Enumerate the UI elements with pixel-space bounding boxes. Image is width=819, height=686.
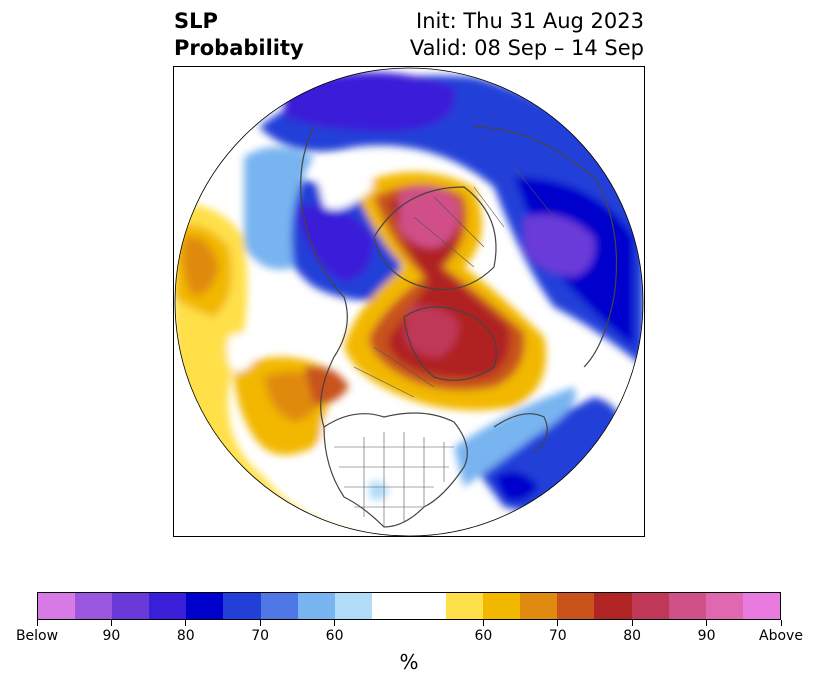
colorbar-tick-label: Below (15, 628, 59, 644)
neutral-arctic-ring (314, 160, 374, 210)
above-core-pacific (182, 236, 219, 297)
map-boundary (174, 67, 644, 536)
colorbar-cell (297, 593, 335, 619)
colorbar-tick (557, 620, 559, 626)
above-core-siberia (399, 186, 460, 248)
colorbar-cell (112, 593, 150, 619)
colorbar-cell (668, 593, 706, 619)
colorbar-cell (483, 593, 521, 619)
colorbar-tick-label: 80 (623, 628, 642, 644)
valid-range: Valid: 08 Sep – 14 Sep (409, 36, 644, 60)
colorbar-tick (482, 620, 484, 626)
colorbar-tick-label: 70 (548, 628, 567, 644)
below-rim-atlantic (454, 387, 576, 487)
colorbar-cell (742, 593, 780, 619)
admin-borders (334, 166, 555, 527)
coastlines (300, 126, 618, 528)
below-core-atlantic (494, 471, 539, 502)
colorbar-tick-label: 80 (176, 628, 195, 644)
colorbar-tick-label: Above (759, 628, 803, 644)
below-core-bering (294, 205, 374, 282)
colorbar-cell (408, 593, 447, 619)
below-core-west-russia (524, 214, 595, 277)
title-quantity: Probability (174, 36, 304, 60)
above-core-greenland (404, 306, 459, 357)
colorbar-tick-label: 60 (325, 628, 344, 644)
polar-map (174, 67, 644, 536)
colorbar-tick-label: 90 (697, 628, 716, 644)
title-variable: SLP (174, 9, 218, 33)
colorbar-cell (631, 593, 669, 619)
colorbar-cell (705, 593, 743, 619)
below-region-russia (259, 75, 643, 367)
colorbar-cell (186, 593, 224, 619)
colorbar-tick-label: 60 (474, 628, 493, 644)
neutral-pacific (227, 333, 259, 372)
colorbar-cell (260, 593, 298, 619)
init-date: Init: Thu 31 Aug 2023 (416, 9, 644, 33)
colorbar-tick-label: 70 (251, 628, 270, 644)
colorbar-cell (371, 593, 409, 619)
colorbar-cell (223, 593, 261, 619)
colorbar-tick (706, 620, 708, 626)
colorbar-cell (594, 593, 632, 619)
colorbar-cell (75, 593, 113, 619)
colorbar-unit-label: % (399, 650, 419, 674)
colorbar-cell (149, 593, 187, 619)
forecast-dates: Init: Thu 31 Aug 2023 Valid: 08 Sep – 14… (410, 8, 644, 62)
colorbar-cell (520, 593, 558, 619)
colorbar-tick (110, 620, 112, 626)
colorbar-cell (334, 593, 372, 619)
colorbar-tick (631, 620, 633, 626)
colorbar-tick (334, 620, 336, 626)
below-rim (244, 147, 314, 270)
colorbar-cell (38, 593, 76, 619)
map-panel (173, 66, 645, 537)
colorbar-tick (259, 620, 261, 626)
colorbar-tick (185, 620, 187, 626)
colorbar-tick (36, 620, 38, 626)
colorbar (37, 592, 781, 620)
colorbar-tick (780, 620, 782, 626)
below-core-arctic (284, 72, 456, 132)
colorbar-cell (557, 593, 595, 619)
map-title: SLP Probability (174, 8, 304, 62)
colorbar-tick-label: 90 (102, 628, 121, 644)
above-inner-gulf-alaska (304, 366, 349, 406)
colorbar-cell (446, 593, 484, 619)
